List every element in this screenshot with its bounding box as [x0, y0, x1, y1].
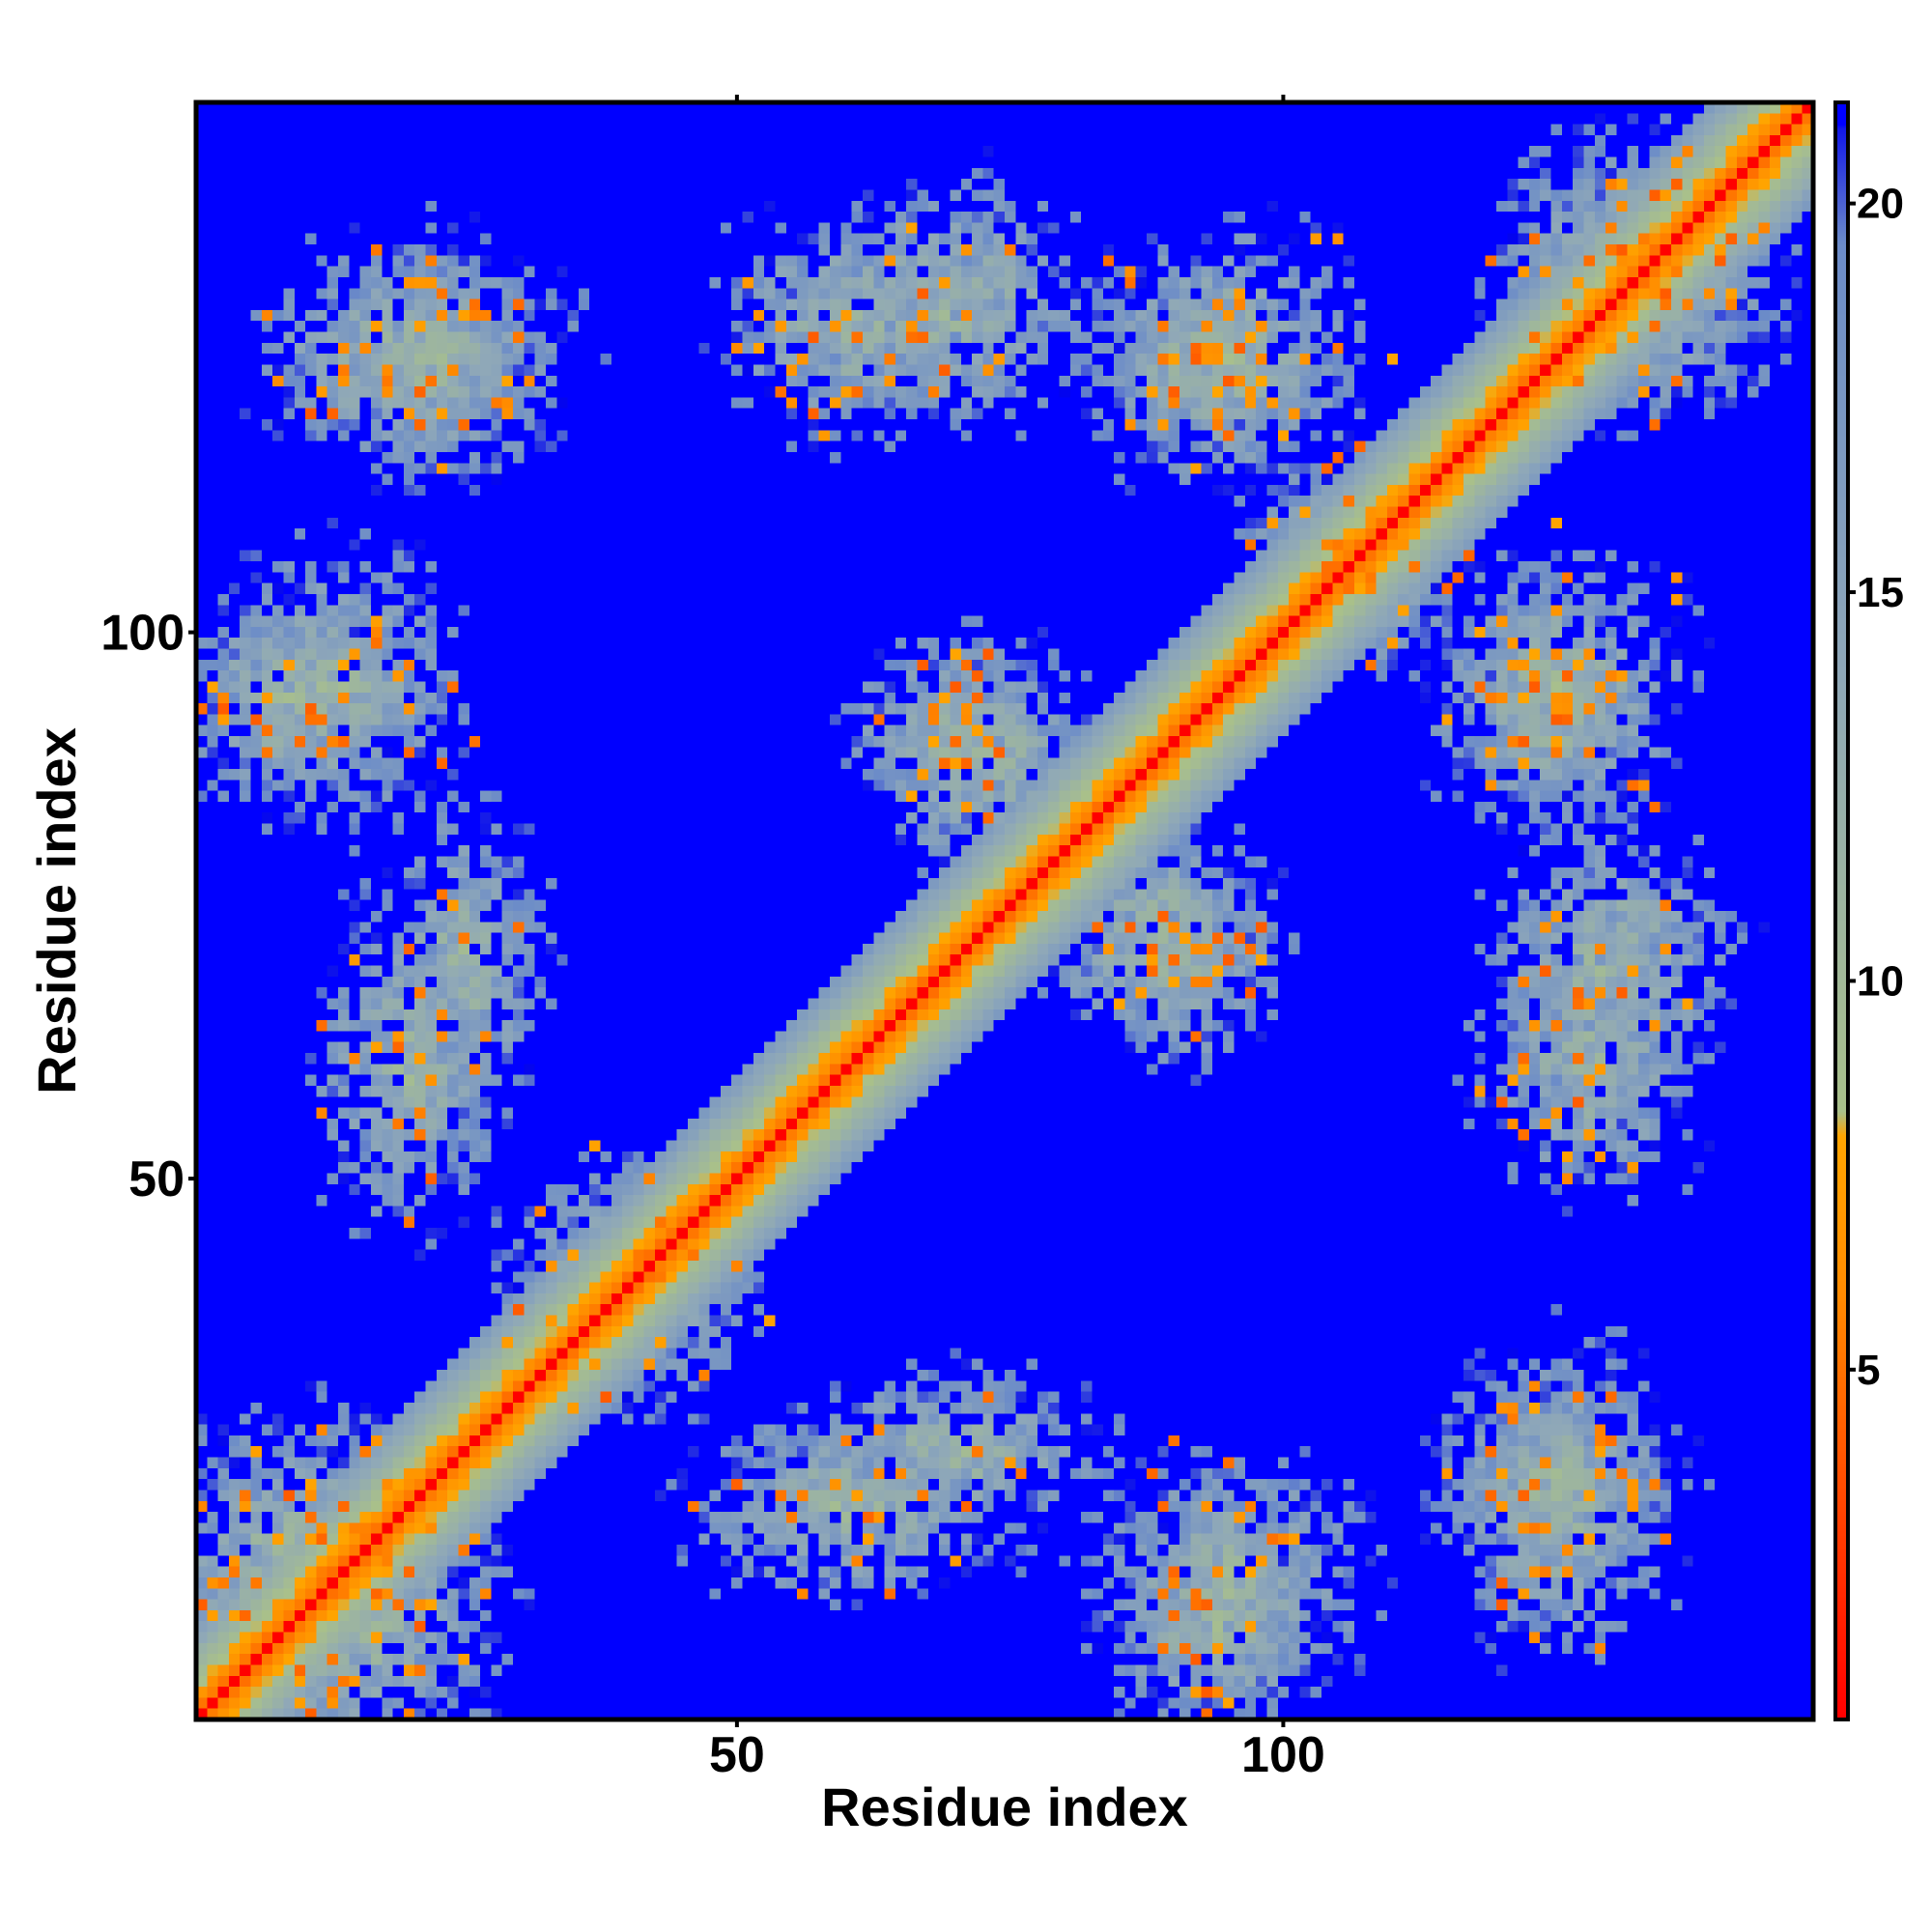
x-axis-label: Residue index — [821, 1776, 1188, 1837]
colorbar-ticks: 5 10 15 20 — [1848, 181, 1904, 1394]
x-axis-ticks: 50 100 — [709, 95, 1325, 1783]
colorbar-tick-label: 15 — [1857, 569, 1904, 616]
y-axis-ticks: 50 100 — [100, 606, 196, 1208]
y-tick-label: 100 — [100, 606, 185, 662]
plot-frame — [193, 99, 1816, 1722]
colorbar — [1835, 102, 1848, 1719]
y-axis-label: Residue index — [26, 727, 87, 1094]
distance-heatmap — [196, 102, 1813, 1719]
colorbar-tick-label: 10 — [1857, 957, 1904, 1005]
x-tick-label: 100 — [1241, 1727, 1325, 1783]
x-tick-label: 50 — [709, 1727, 765, 1783]
colorbar-tick-label: 20 — [1857, 181, 1904, 228]
colorbar-tick-label: 5 — [1857, 1347, 1880, 1394]
colorbar-frame — [1833, 100, 1850, 1721]
y-tick-label: 50 — [128, 1151, 185, 1208]
